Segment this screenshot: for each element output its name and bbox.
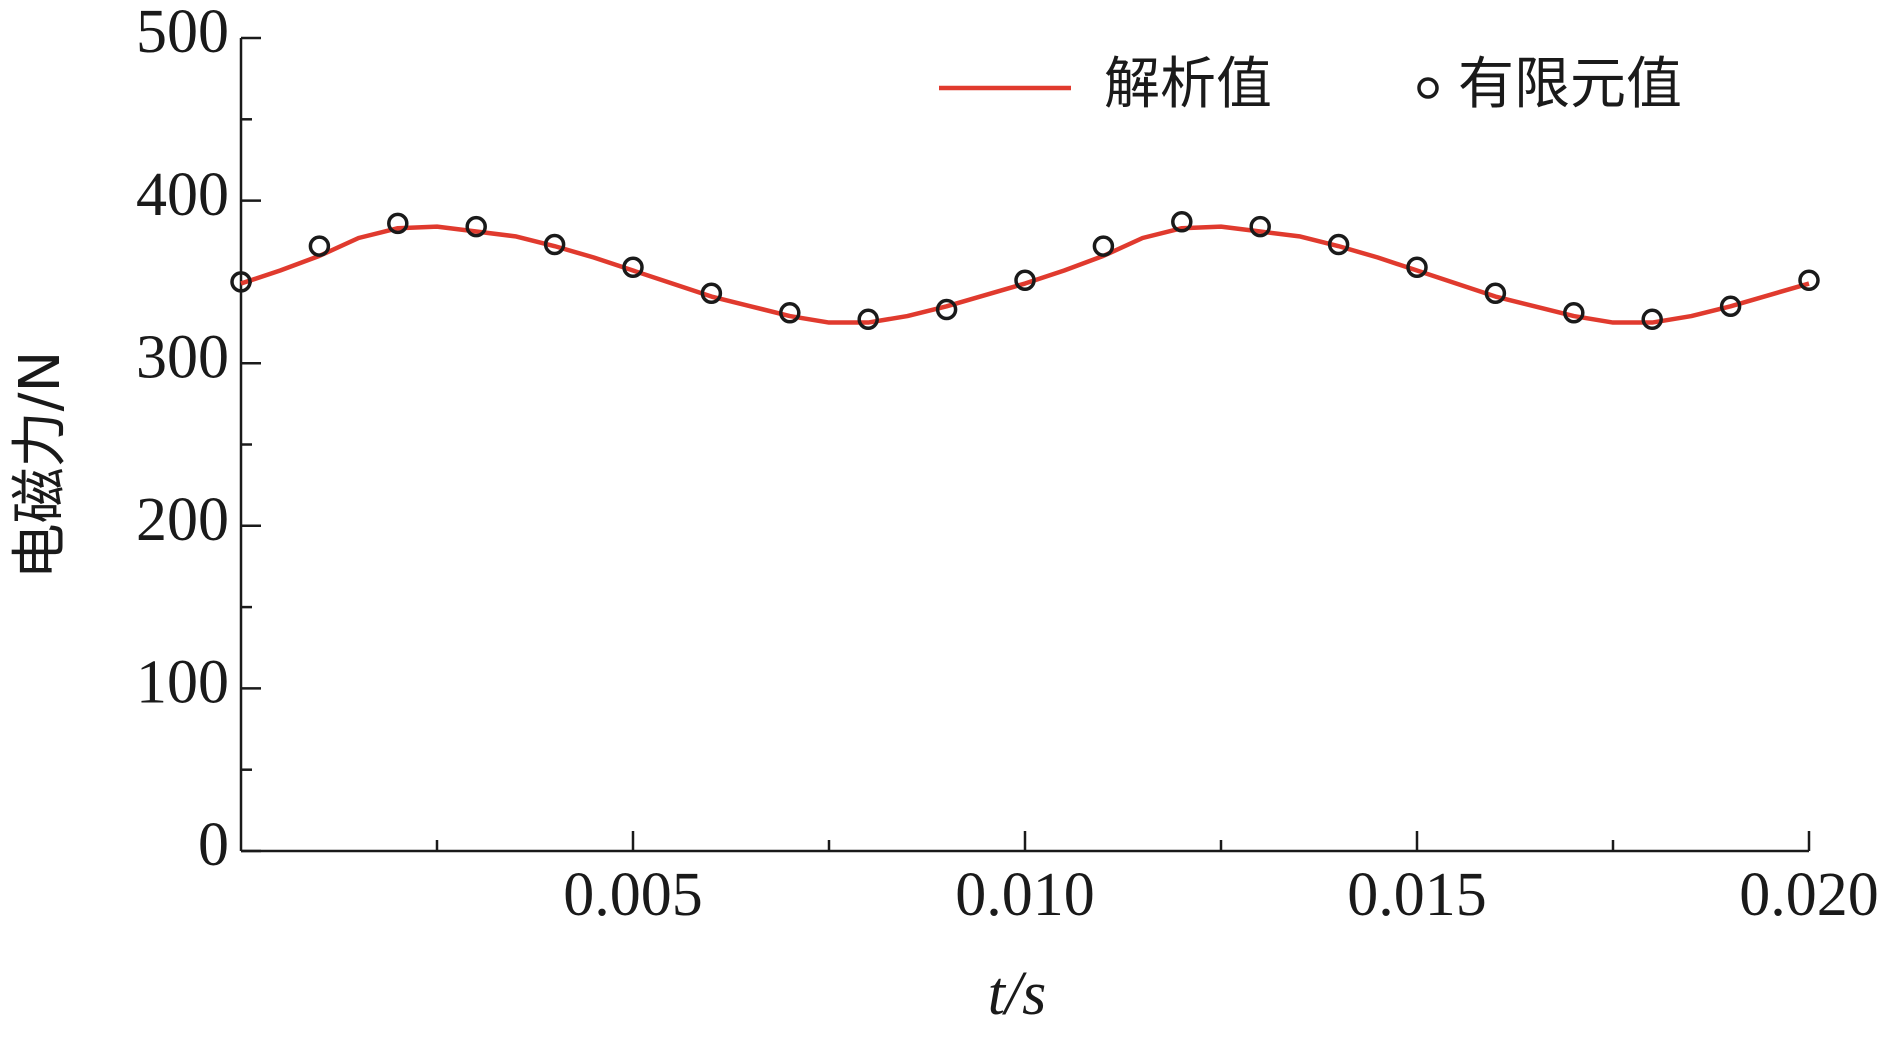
fem-point xyxy=(779,302,801,324)
fem-point xyxy=(1249,215,1271,238)
y-tick-label: 400 xyxy=(136,161,229,229)
fem-point xyxy=(1484,282,1507,305)
legend-label: 解析值 xyxy=(1104,52,1272,117)
fem-point xyxy=(700,282,723,305)
fem-point xyxy=(935,298,958,321)
y-tick-label: 300 xyxy=(136,323,229,391)
x-tick-label: 0.015 xyxy=(1347,861,1487,929)
fem-point xyxy=(387,212,409,235)
fem-point xyxy=(1171,210,1193,233)
fem-point xyxy=(1719,295,1742,318)
fem-point xyxy=(857,308,879,331)
fem-point xyxy=(308,235,331,257)
fem-point xyxy=(1798,269,1820,292)
fem-point xyxy=(1563,302,1585,324)
y-tick-label: 500 xyxy=(136,0,229,66)
fem-point xyxy=(1092,235,1115,257)
fem-point xyxy=(543,233,566,256)
y-axis-label: 电磁力/N xyxy=(8,351,73,580)
x-tick-label: 0.005 xyxy=(563,861,703,929)
fem-point xyxy=(230,271,252,293)
x-tick-label: 0.020 xyxy=(1739,861,1879,929)
x-tick-label: 0.010 xyxy=(955,861,1095,929)
fem-point xyxy=(1406,256,1428,279)
x-axis-label: t/s xyxy=(988,960,1047,1028)
fem-point xyxy=(465,215,487,238)
legend-label: 有限元值 xyxy=(1458,52,1682,117)
fem-point xyxy=(1327,233,1350,256)
legend-marker xyxy=(1417,77,1439,99)
y-tick-label: 0 xyxy=(198,811,229,879)
fem-point xyxy=(1014,269,1036,292)
analytic-line xyxy=(240,224,1810,325)
fem-point xyxy=(622,256,644,279)
y-tick-label: 200 xyxy=(136,486,229,554)
fem-point xyxy=(1641,308,1663,331)
y-tick-label: 100 xyxy=(136,649,229,717)
